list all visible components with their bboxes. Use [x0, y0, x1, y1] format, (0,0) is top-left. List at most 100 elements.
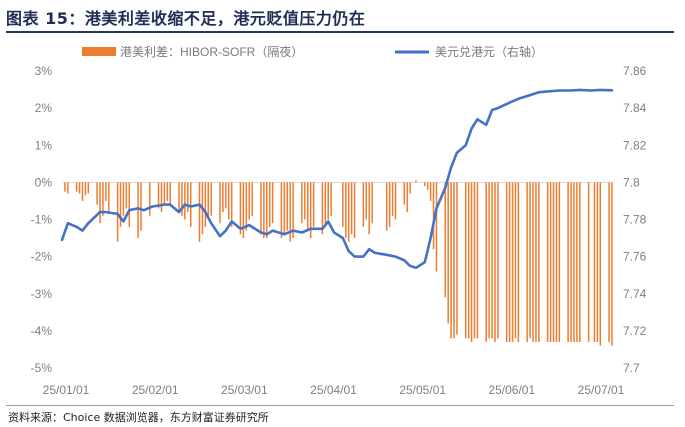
spread-bar — [587, 182, 590, 343]
spread-bar — [362, 182, 365, 227]
spread-bar — [491, 182, 493, 339]
spread-bar — [137, 182, 139, 239]
spread-bar — [292, 182, 294, 239]
legend-label-fx: 美元兑港元（右轴） — [435, 44, 543, 59]
spread-bar — [532, 182, 534, 343]
spread-bar — [309, 182, 312, 239]
spread-bar — [538, 182, 540, 343]
spread-bar — [99, 182, 101, 224]
spread-bar — [166, 182, 169, 201]
spread-bar — [140, 182, 142, 231]
spread-bar — [494, 182, 496, 343]
spread-bar — [160, 182, 163, 213]
spread-bar — [189, 182, 192, 227]
y-left-tick-label: 3% — [35, 64, 53, 78]
x-tick-label: 25/05/01 — [399, 383, 446, 397]
spread-bar — [78, 182, 81, 194]
spread-bar — [222, 182, 224, 213]
spread-bar — [181, 182, 183, 216]
spread-bar — [105, 182, 107, 201]
spread-bar — [119, 182, 122, 227]
spread-bar — [178, 182, 180, 213]
spread-bar — [350, 182, 353, 235]
spread-bar — [75, 182, 78, 192]
spread-bar — [330, 182, 332, 216]
title-divider — [6, 31, 674, 33]
spread-bar — [125, 182, 128, 209]
y-left-tick-label: -5% — [31, 361, 53, 375]
x-tick-label: 25/06/01 — [488, 383, 535, 397]
spread-bar — [169, 182, 171, 205]
legend-label-spread: 港美利差：HIBOR-SOFR（隔夜） — [120, 44, 303, 59]
spread-bar — [552, 182, 555, 343]
spread-bar — [228, 182, 230, 220]
spread-bar — [608, 182, 610, 343]
spread-bar — [415, 180, 417, 183]
spread-bar — [327, 182, 329, 220]
spread-bar — [450, 182, 452, 339]
x-tick-label: 25/07/01 — [578, 383, 625, 397]
spread-bar — [116, 182, 119, 242]
spread-bar — [263, 182, 265, 239]
spread-bar — [128, 182, 131, 227]
y-left-tick-label: -1% — [31, 213, 53, 227]
spread-bar — [283, 182, 286, 235]
spread-bar — [505, 182, 508, 343]
y-right-tick-label: 7.7 — [623, 361, 640, 375]
spread-bar — [476, 182, 479, 339]
y-left-tick-label: -3% — [31, 287, 53, 301]
spread-bar — [96, 182, 98, 205]
y-right-tick-label: 7.8 — [623, 175, 640, 189]
y-axis-left: -5% -4% -3% -2% -1% 0% 1% 2% 3% — [31, 64, 53, 375]
y-left-tick-label: -4% — [31, 324, 53, 338]
fx-line-layer — [60, 88, 614, 270]
spread-bar — [467, 182, 470, 339]
spread-bar — [517, 182, 520, 343]
spread-bar — [87, 182, 90, 194]
spread-bar — [207, 182, 210, 220]
y-right-tick-label: 7.72 — [623, 324, 647, 338]
spread-bar — [444, 182, 446, 298]
y-axis-right: 7.7 7.72 7.74 7.76 7.78 7.8 7.82 7.84 7.86 — [623, 64, 647, 375]
spread-bar — [219, 182, 221, 224]
spread-bar — [456, 182, 458, 335]
y-right-tick-label: 7.76 — [623, 250, 647, 264]
spread-bar — [239, 182, 242, 235]
spread-bar — [187, 182, 189, 213]
y-left-tick-label: 2% — [35, 101, 53, 115]
spread-bar — [570, 182, 572, 343]
source-note: 资料来源：Choice 数据浏览器，东方财富证券研究所 — [8, 411, 269, 424]
spread-bar — [388, 182, 391, 227]
fx-line — [60, 88, 614, 270]
x-axis: 25/01/01 25/02/01 25/03/01 25/04/01 25/05/01… — [43, 383, 625, 397]
spread-bar — [435, 182, 438, 272]
y-left-tick-label: 1% — [35, 138, 53, 152]
spread-bar — [304, 182, 306, 220]
spread-bar — [576, 182, 578, 343]
spread-bar — [67, 182, 69, 194]
spread-bar — [409, 182, 411, 194]
spread-bar — [184, 182, 186, 220]
spread-bar — [473, 182, 476, 339]
spread-bar — [529, 182, 531, 339]
spread-bar — [453, 182, 455, 339]
spread-bar — [306, 182, 309, 231]
spread-bar — [567, 182, 569, 343]
spread-bar — [403, 182, 406, 205]
x-tick-label: 25/04/01 — [310, 383, 357, 397]
spread-bar — [163, 182, 166, 205]
y-left-tick-label: -2% — [31, 250, 53, 264]
spread-bar — [579, 182, 581, 343]
spread-bar — [432, 182, 435, 250]
spread-bar — [198, 182, 201, 242]
spread-bar — [289, 182, 291, 242]
spread-bar — [342, 182, 344, 227]
spread-bar — [321, 182, 324, 235]
source-divider — [6, 405, 674, 406]
spread-bar — [230, 182, 233, 227]
spread-bar — [488, 182, 490, 339]
spread-bar — [204, 182, 207, 227]
spread-bar — [210, 182, 212, 216]
spread-bar — [546, 182, 549, 343]
spread-bar — [426, 182, 429, 190]
